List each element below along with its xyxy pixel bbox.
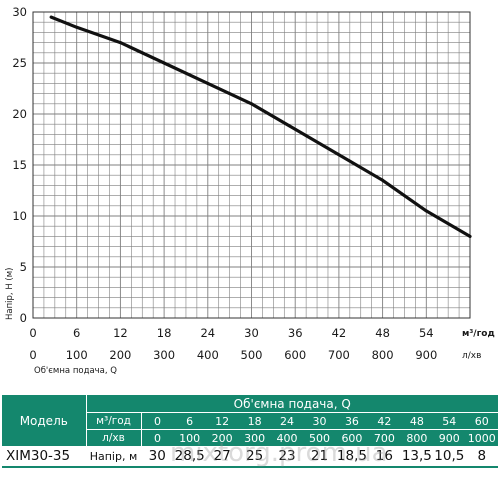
x-tick-label: 42	[332, 326, 347, 340]
flow-lmin-cell: 0	[141, 429, 174, 447]
x-secondary-tick-label: 600	[284, 348, 306, 362]
flow-m3-unit-label: м³/год	[86, 412, 142, 430]
series-line	[49, 15, 472, 238]
flow-m3-cell: 18	[247, 414, 262, 428]
x-secondary-tick-label: 100	[66, 348, 88, 362]
x-secondary-tick-label: 200	[109, 348, 131, 362]
head-row-label: Напір, м	[86, 446, 141, 468]
flow-lmin-cell: 500	[303, 429, 336, 447]
x-axis-unit-secondary: л/хв	[462, 351, 481, 361]
x-tick-labels: 0 6 12 18 24 30 36 42 48 54	[29, 326, 433, 340]
flow-lmin-cell: 100	[173, 429, 206, 447]
flow-lmin-cell: 600	[335, 429, 369, 447]
series-point	[162, 61, 166, 65]
series-point	[75, 25, 79, 29]
head-value-cell: 28,5	[173, 446, 206, 468]
series-point	[337, 153, 341, 157]
y-axis-label: Напір, Н (м)	[5, 268, 15, 320]
head-value-cell: 13,5	[400, 446, 434, 468]
x-tick-label: 54	[419, 326, 434, 340]
chart-grid	[32, 11, 471, 319]
series-point	[206, 82, 210, 85]
y-tick-label: 0	[20, 311, 27, 325]
flow-m3-cell: 36	[344, 414, 359, 428]
flow-m3-cell: 0	[153, 414, 161, 428]
y-tick-label: 30	[12, 5, 27, 19]
head-value-cell: 21	[303, 446, 336, 468]
x-secondary-tick-label: 0	[29, 348, 36, 362]
series-point	[293, 127, 297, 131]
x-secondary-tick-label: 400	[197, 348, 219, 362]
x-secondary-tick-label: 300	[153, 348, 175, 362]
x-secondary-tick-labels: 0 100 200 300 400 500 600 700 800 900	[29, 348, 437, 362]
flow-lmin-cell: 400	[270, 429, 304, 447]
flow-m3-cell: 42	[377, 414, 392, 428]
series-point	[381, 178, 384, 182]
x-tick-label: 18	[157, 326, 172, 340]
head-value-cell: 27	[205, 446, 239, 468]
head-value-cell: 23	[270, 446, 304, 468]
x-secondary-tick-label: 800	[372, 348, 394, 362]
y-tick-label: 10	[12, 209, 27, 223]
series-point	[250, 102, 253, 106]
x-secondary-tick-label: 700	[328, 348, 350, 362]
series-point	[49, 15, 53, 19]
y-tick-label: 25	[12, 56, 27, 70]
flow-lmin-unit-label: л/хв	[86, 429, 142, 447]
y-tick-label: 5	[20, 260, 27, 274]
head-value-cell: 30	[141, 446, 174, 468]
x-secondary-tick-label: 500	[241, 348, 263, 362]
x-secondary-tick-label: 900	[415, 348, 437, 362]
flow-m3-cell: 54	[442, 414, 457, 428]
flow-lmin-cell: 1000	[465, 429, 498, 447]
series-points	[49, 15, 472, 238]
flow-lmin-cell: 800	[400, 429, 434, 447]
head-value-cell: 16	[368, 446, 401, 468]
flow-lmin-cell: 900	[433, 429, 466, 447]
x-tick-label: 0	[29, 326, 36, 340]
x-axis-unit-primary: м³/год	[462, 329, 495, 339]
x-tick-label: 48	[375, 326, 390, 340]
head-value-cell: 8	[465, 446, 498, 468]
x-tick-label: 36	[288, 326, 303, 340]
performance-chart: 0 5 10 15 20 25 30 0 6 12 18 24 30 36 42 48 54 0 100 200 3…	[5, 5, 495, 376]
flow-m3-cell: 12	[215, 414, 230, 428]
flow-lmin-cell: 200	[205, 429, 239, 447]
x-axis-label: Об'ємна подача, Q	[34, 366, 117, 376]
flow-m3-cell: 6	[186, 414, 194, 428]
flow-lmin-cell: 300	[238, 429, 271, 447]
series-point	[119, 41, 122, 44]
flow-m3-cell: 24	[280, 414, 295, 428]
x-tick-label: 30	[244, 326, 259, 340]
head-value-cell: 10,5	[433, 446, 466, 468]
x-tick-label: 12	[113, 326, 128, 340]
x-tick-label: 24	[200, 326, 215, 340]
y-tick-label: 15	[12, 158, 27, 172]
flow-group-header: Об'ємна подача, Q	[86, 395, 498, 414]
spec-table: Модель Об'ємна подача, Q м³/год 0 6 12 18 24…	[2, 395, 498, 468]
y-tick-labels: 0 5 10 15 20 25 30	[12, 5, 27, 325]
flow-m3-cell: 48	[409, 414, 424, 428]
plot-frame	[32, 11, 471, 319]
flow-lmin-cell: 700	[368, 429, 401, 447]
head-value-cell: 25	[238, 446, 271, 468]
series-point	[424, 209, 428, 213]
model-header: Модель	[2, 395, 87, 447]
head-value-cell: 18,5	[335, 446, 369, 468]
x-tick-label: 6	[73, 326, 80, 340]
model-name: XIM30-35	[2, 446, 86, 468]
y-tick-label: 20	[12, 107, 27, 121]
series-point	[468, 235, 472, 238]
flow-m3-cell: 60	[474, 414, 489, 428]
flow-m3-cell: 30	[312, 414, 327, 428]
